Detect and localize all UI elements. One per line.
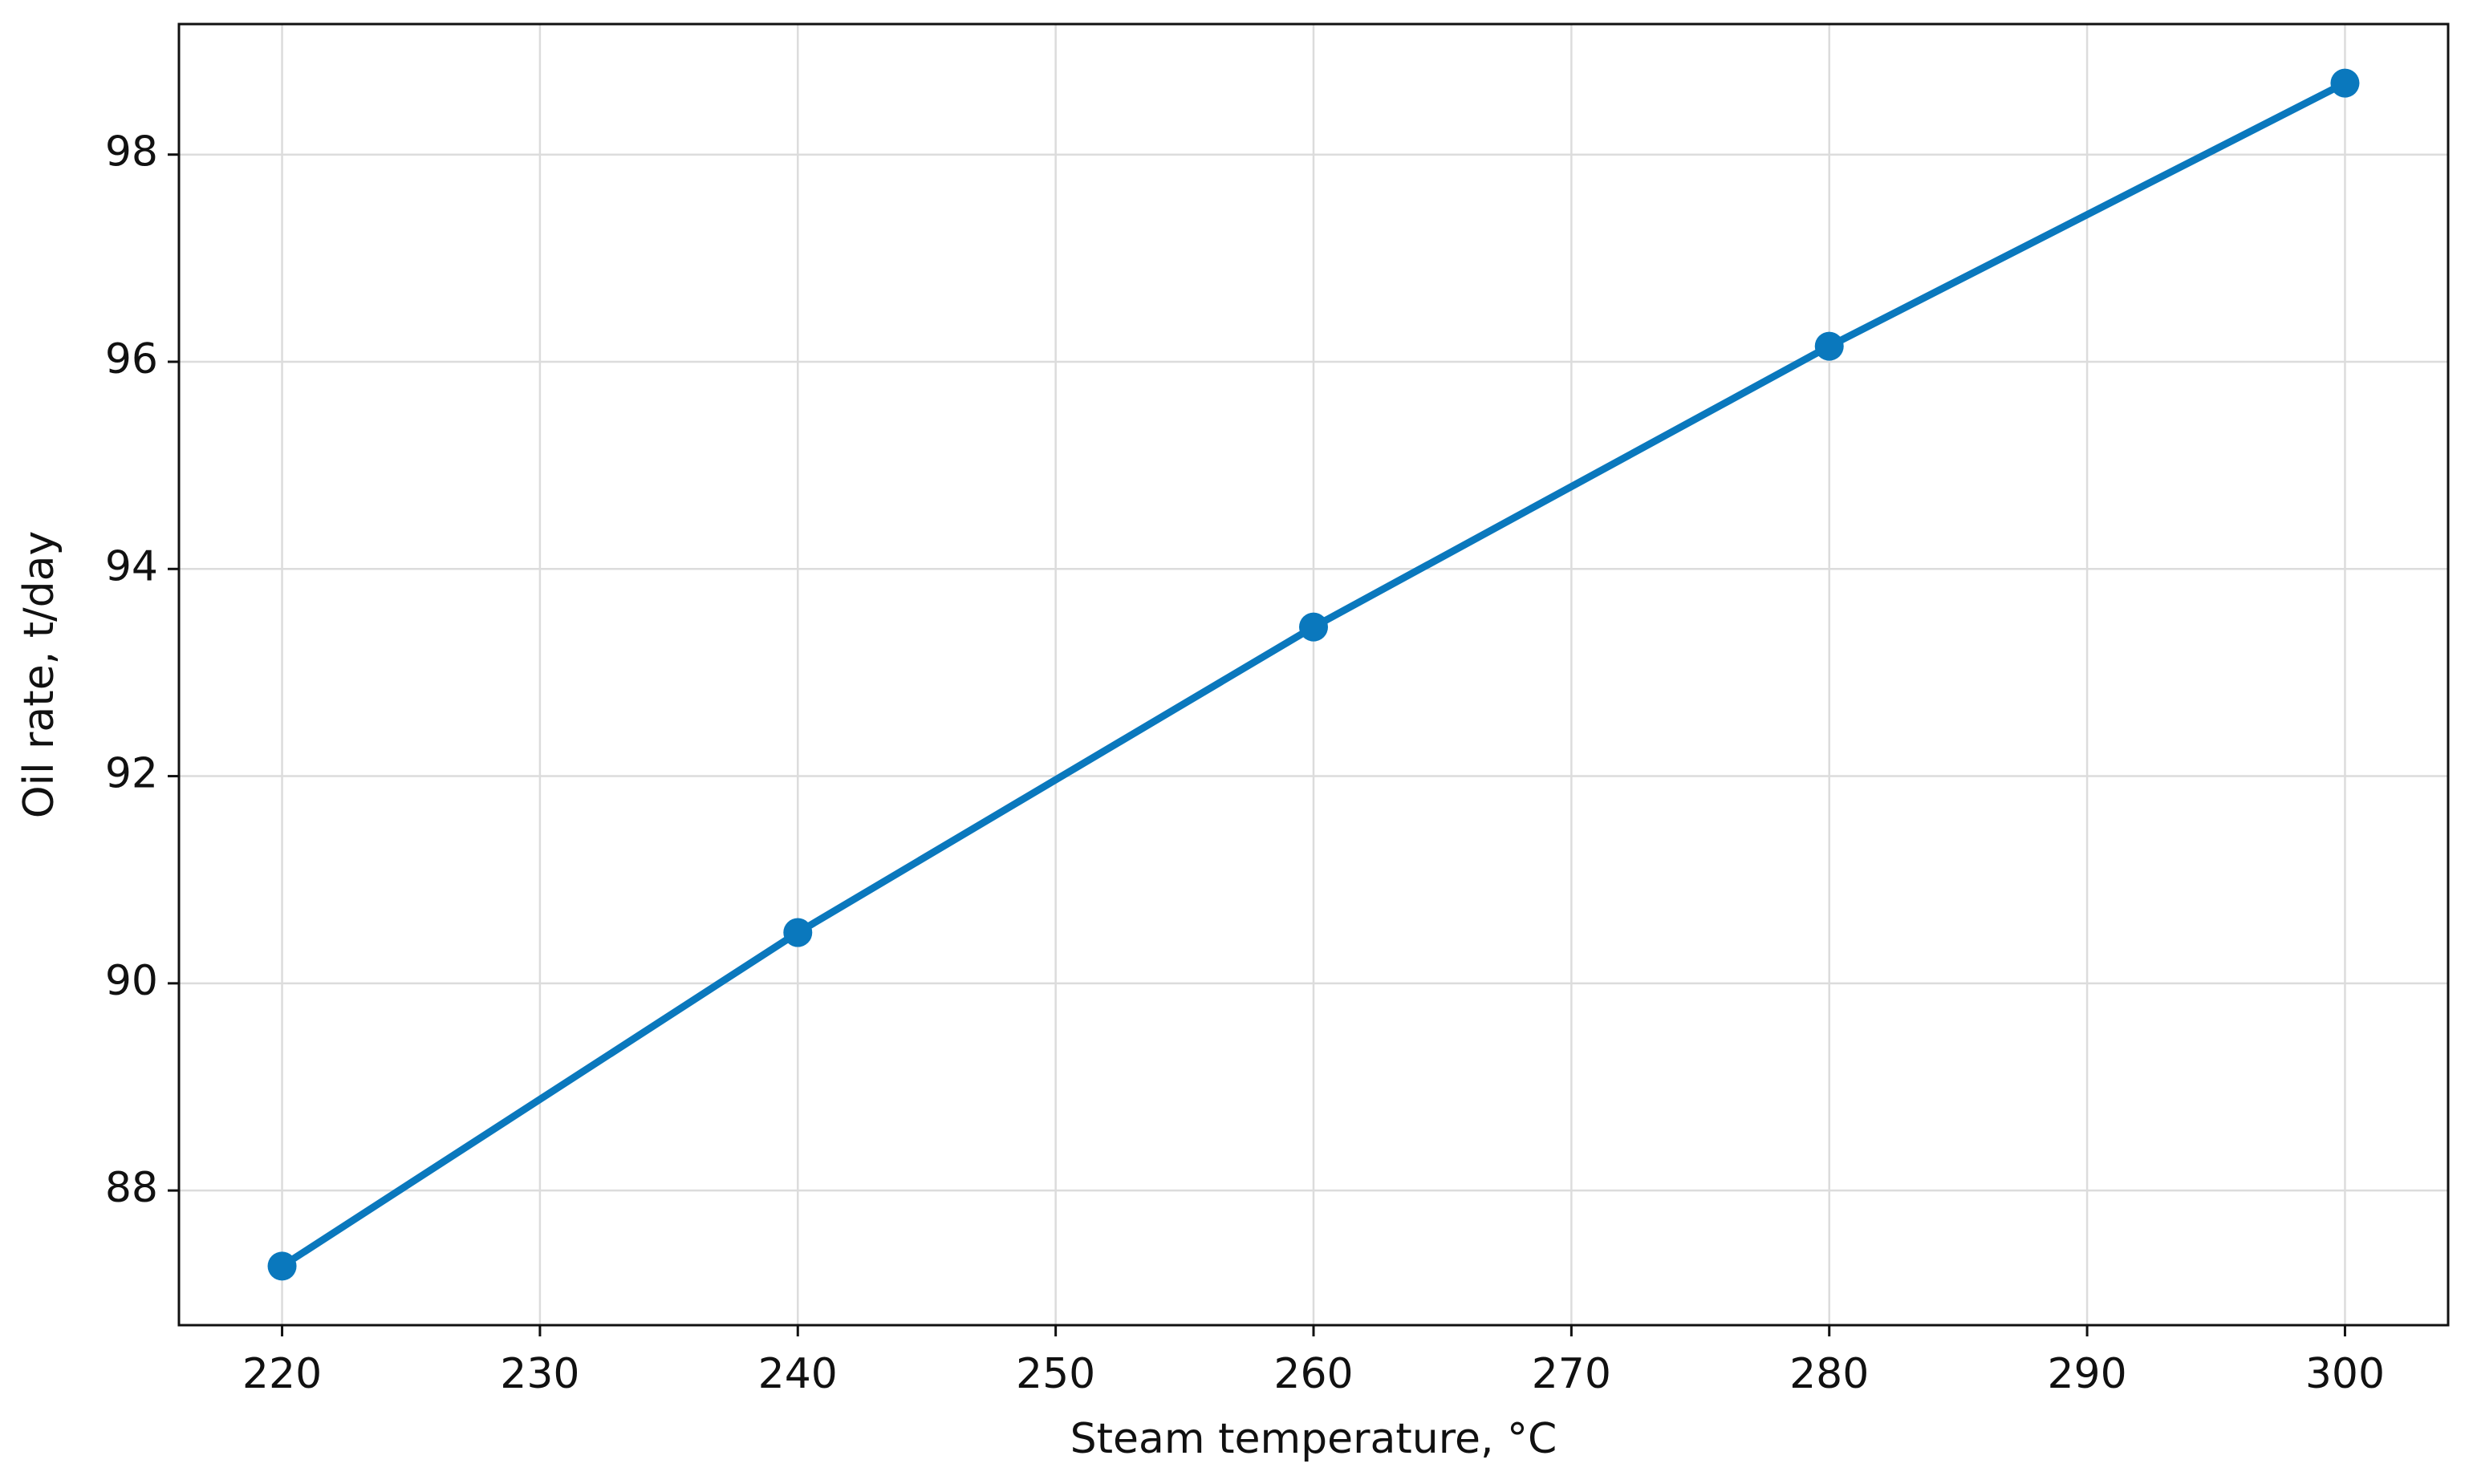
data-point: [783, 918, 813, 947]
y-tick-label: 98: [105, 128, 158, 176]
y-axis-label: Oil rate, t/day: [15, 531, 63, 819]
data-point: [267, 1251, 297, 1281]
y-tick-label: 96: [105, 335, 158, 383]
x-tick-label: 250: [1016, 1350, 1095, 1398]
data-point: [1814, 331, 1844, 361]
plot-frame: [177, 22, 2450, 1327]
data-point: [1299, 612, 1328, 642]
x-tick-label: 300: [2305, 1350, 2385, 1398]
y-tick-label: 94: [105, 542, 158, 590]
x-tick-label: 230: [500, 1350, 579, 1398]
x-tick-label: 220: [242, 1350, 322, 1398]
y-tick-label: 90: [105, 957, 158, 1005]
y-tick-label: 88: [105, 1164, 158, 1212]
x-axis-label: Steam temperature, °C: [1070, 1415, 1557, 1463]
y-tick-label: 92: [105, 750, 158, 798]
x-tick-label: 280: [1789, 1350, 1869, 1398]
x-tick-label: 270: [1532, 1350, 1611, 1398]
data-point: [2330, 68, 2360, 98]
x-tick-label: 260: [1273, 1350, 1353, 1398]
x-tick-label: 290: [2047, 1350, 2126, 1398]
x-tick-label: 240: [758, 1350, 838, 1398]
